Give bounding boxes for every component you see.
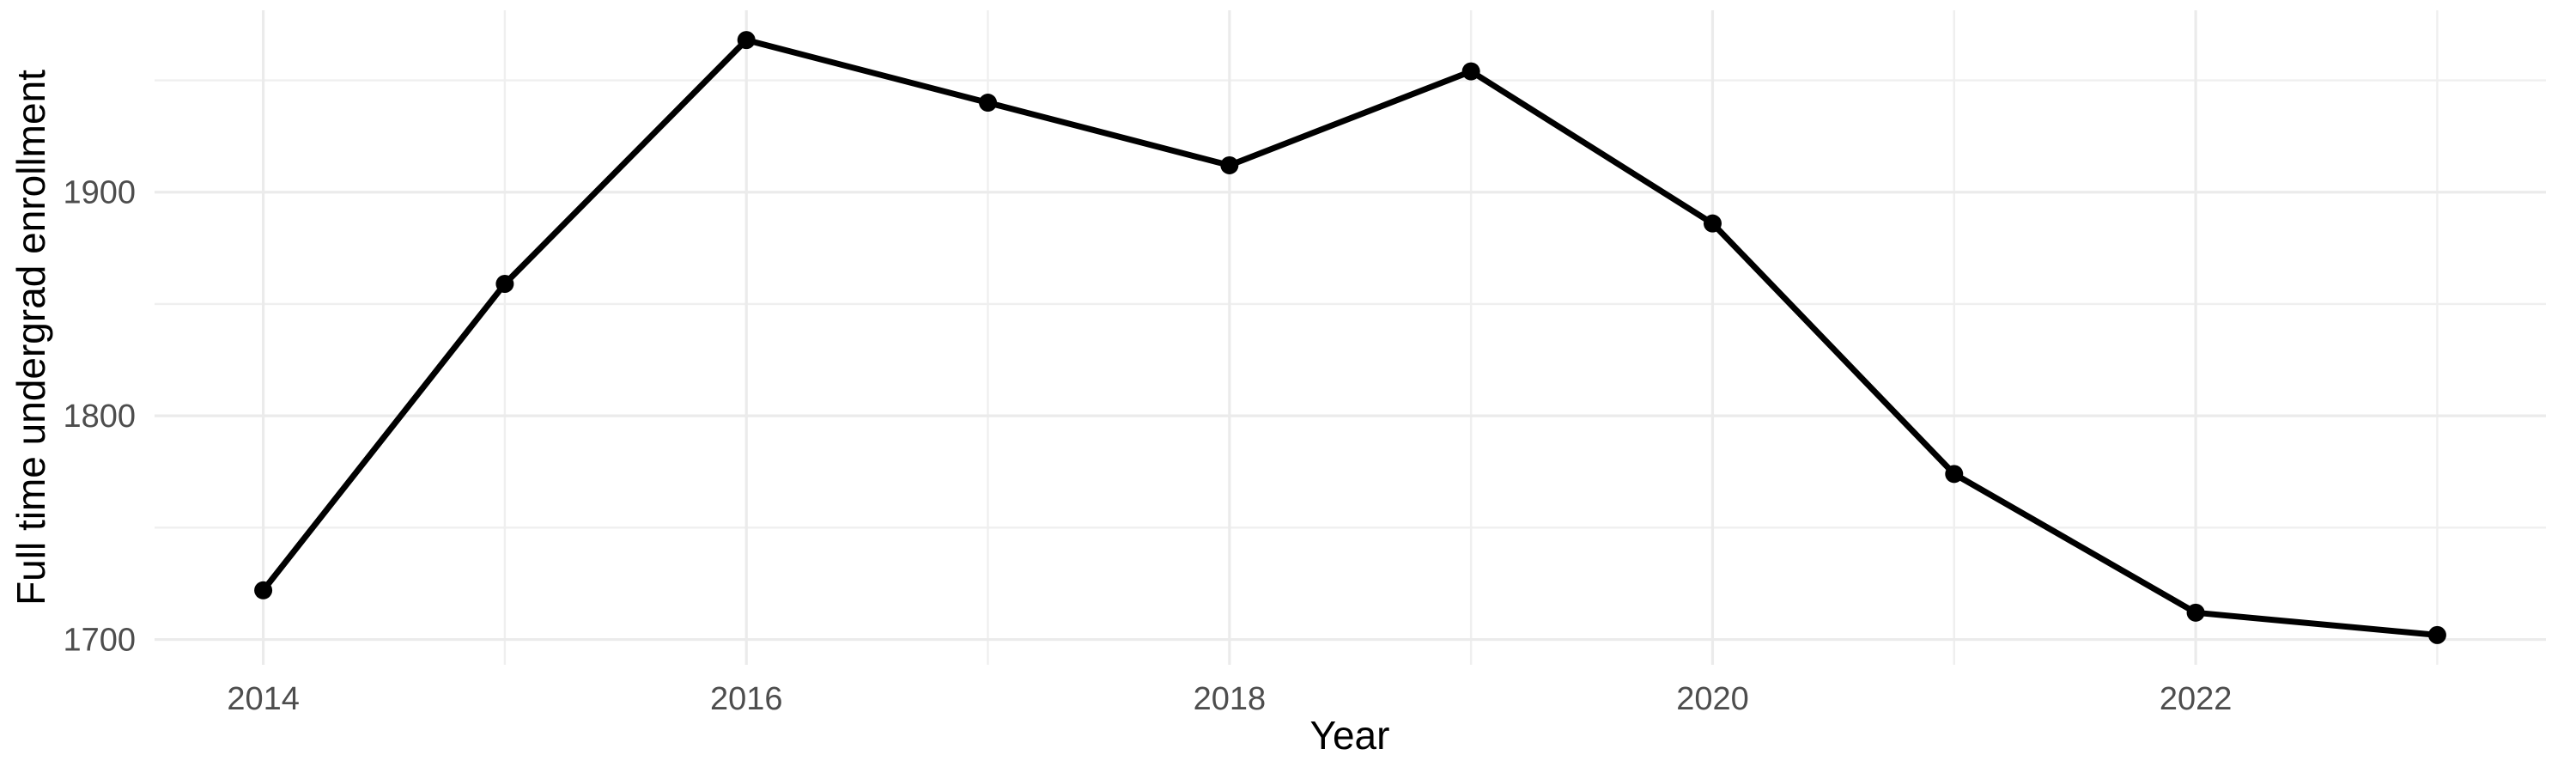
x-tick-label: 2018 — [1194, 681, 1267, 717]
data-point — [737, 31, 756, 50]
series-layer — [254, 31, 2446, 644]
y-axis-title: Full time undergrad enrollment — [9, 70, 53, 606]
data-point — [1703, 214, 1722, 233]
x-tick-label: 2016 — [710, 681, 783, 717]
series-line — [260, 37, 2438, 638]
grid-layer — [155, 10, 2546, 665]
data-point — [2186, 603, 2205, 622]
tick-label-layer: 1700 1800 1900 2014 2016 2018 2020 2022 — [63, 175, 2232, 717]
y-tick-label: 1800 — [63, 399, 136, 435]
data-point — [2427, 625, 2446, 644]
x-axis-title: Year — [1310, 713, 1390, 758]
x-tick-label: 2014 — [227, 681, 300, 717]
data-point — [1461, 62, 1480, 81]
data-point — [979, 94, 998, 113]
data-point — [1220, 155, 1239, 174]
data-point — [254, 581, 273, 600]
data-point — [1945, 465, 1964, 484]
y-tick-label: 1900 — [63, 175, 136, 211]
x-tick-label: 2022 — [2160, 681, 2233, 717]
data-point — [495, 274, 514, 293]
y-tick-label: 1700 — [63, 623, 136, 659]
x-tick-label: 2020 — [1676, 681, 1749, 717]
